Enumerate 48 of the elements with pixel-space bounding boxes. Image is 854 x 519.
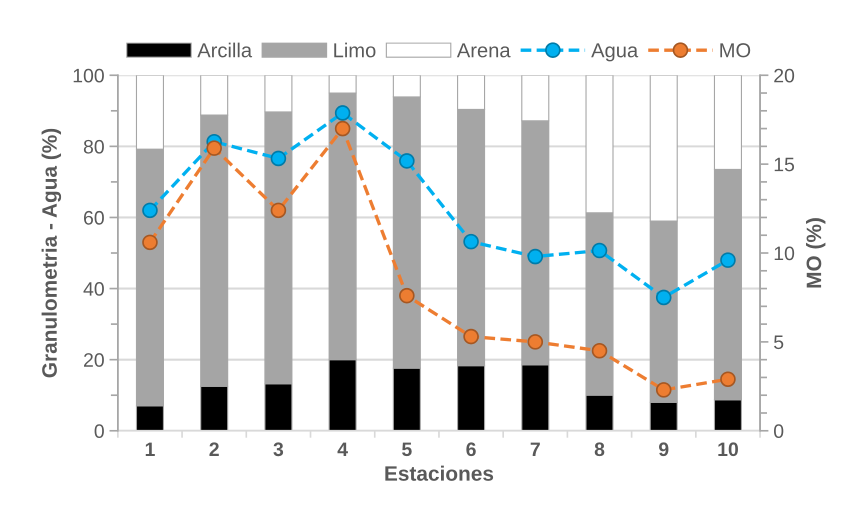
point: [399, 153, 415, 169]
point: [463, 328, 479, 344]
y-tick-label: 80: [84, 140, 104, 154]
point: [656, 382, 672, 398]
point: [592, 242, 608, 258]
legend-label: MO: [720, 43, 750, 58]
x-tick-label: 5: [402, 442, 412, 456]
point: [270, 150, 286, 166]
x-tick-label: 3: [273, 442, 284, 456]
legend-label: Arena: [456, 43, 511, 58]
legend-label: Agua: [591, 43, 638, 62]
x-tick-label: 2: [209, 442, 219, 456]
point: [656, 290, 672, 306]
point: [720, 371, 736, 387]
legend-label: Arcilla: [197, 42, 252, 58]
x-tick-label: 8: [594, 442, 604, 456]
point: [142, 234, 158, 250]
point: [206, 140, 222, 156]
y2-tick-label: 10: [774, 246, 794, 260]
point: [528, 248, 544, 264]
point: [334, 105, 350, 121]
point: [399, 288, 415, 304]
x-tick-label: 9: [658, 442, 668, 456]
x-tick-label: 10: [718, 442, 738, 456]
point: [528, 334, 544, 350]
y2-tick-label: 15: [774, 158, 794, 172]
point: [334, 120, 350, 136]
x-tick-label: 7: [530, 442, 540, 456]
point: [720, 252, 736, 268]
y2-axis-title: MO (%): [806, 218, 826, 288]
point: [270, 202, 286, 218]
y-tick-label: 0: [94, 424, 104, 438]
x-axis-title: Estaciones: [385, 466, 494, 481]
x-tick-label: 6: [466, 442, 476, 456]
x-tick-label: 1: [146, 442, 155, 456]
y-tick-label: 60: [84, 210, 104, 225]
legend-label: Limo: [334, 42, 376, 58]
point: [142, 202, 158, 218]
x-tick-label: 4: [338, 442, 348, 456]
y-tick-label: 20: [84, 353, 104, 367]
y2-tick-label: 5: [774, 336, 784, 350]
y-tick-label: 40: [83, 282, 104, 296]
y2-tick-label: 0: [774, 424, 784, 438]
y-tick-label: 100: [74, 68, 104, 82]
y-axis-title: Granulometria - Agua (%): [42, 128, 62, 378]
point: [592, 343, 608, 359]
y2-tick-label: 20: [774, 68, 794, 82]
point: [463, 234, 479, 250]
